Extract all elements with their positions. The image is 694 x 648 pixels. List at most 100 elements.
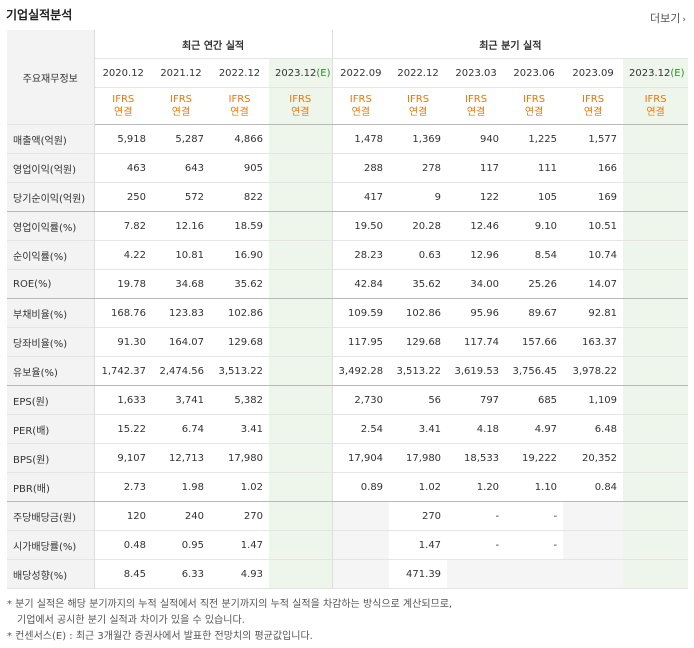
row-label: 배당성향(%): [7, 559, 95, 589]
annual-value: 4,866: [210, 124, 269, 154]
period-label: 2022.12: [218, 67, 261, 79]
quarter-value: 1,109: [563, 385, 624, 415]
table-row: BPS(원) 9,107 12,713 17,980 17,904 17,980 18,53…: [7, 443, 689, 473]
table-row: 영업이익률(%) 7.82 12.16 18.59 19.50 20.28 12.46 9.1…: [7, 211, 689, 241]
quarter-value: 3,492.28: [331, 356, 390, 386]
row-label: 시가배당률(%): [7, 530, 95, 560]
annual-value: 19.78: [94, 269, 152, 299]
annual-value: 9,107: [94, 443, 152, 473]
quarter-value: 1.10: [505, 472, 564, 502]
basis-header: IFRS 연결: [269, 87, 333, 125]
basis-line1: IFRS: [349, 94, 372, 105]
footnote-1: * 분기 실적은 해당 분기까지의 누적 실적에서 직전 분기까지의 누적 실적…: [7, 599, 453, 610]
annual-value: 102.86: [210, 298, 269, 328]
quarter-value: 1,577: [563, 124, 624, 154]
table-row: 당기순이익(억원) 250 572 822 417 9 122 105 169: [7, 182, 689, 212]
quarter-value: -: [447, 501, 506, 531]
quarter-value: 1,369: [389, 124, 448, 154]
annual-value: 463: [94, 153, 152, 183]
period-label: 2021.12: [160, 67, 202, 79]
quarter-value: 28.23: [331, 240, 390, 270]
annual-value: 15.22: [94, 414, 152, 444]
quarter-value: 12.96: [447, 240, 506, 270]
quarter-value: 18,533: [447, 443, 506, 473]
annual-value: 905: [210, 153, 269, 183]
quarter-value: 12.46: [447, 211, 506, 241]
annual-value: 164.07: [152, 327, 210, 357]
table-row: ROE(%) 19.78 34.68 35.62 42.84 35.62 34.00 25.2…: [7, 269, 689, 299]
basis-line1: IFRS: [644, 94, 667, 105]
annual-value: 10.81: [152, 240, 210, 270]
annual-value: 0.48: [94, 530, 152, 560]
row-label: BPS(원): [7, 443, 95, 473]
annual-value: [269, 385, 333, 415]
quarter-value: [623, 298, 689, 328]
row-label: 순이익률(%): [7, 240, 95, 270]
quarter-value: 3,978.22: [563, 356, 624, 386]
annual-value: 1,633: [94, 385, 152, 415]
quarter-value: 3,513.22: [389, 356, 448, 386]
annual-value: [269, 153, 333, 183]
quarter-value: [623, 269, 689, 299]
estimate-mark: (E): [316, 67, 331, 79]
quarter-value: [623, 327, 689, 357]
table-row: PBR(배) 2.73 1.98 1.02 0.89 1.02 1.20 1.10 0.84: [7, 472, 689, 502]
quarter-value: 92.81: [563, 298, 624, 328]
basis-header: IFRS 연결: [505, 87, 564, 125]
basis-line2: 연결: [114, 107, 133, 118]
table-row: 순이익률(%) 4.22 10.81 16.90 28.23 0.63 12.96 8.54 1…: [7, 240, 689, 270]
quarter-value: [563, 559, 624, 589]
more-link[interactable]: 더보기 ›: [650, 10, 686, 26]
annual-value: 129.68: [210, 327, 269, 357]
table-row: 당좌비율(%) 91.30 164.07 129.68 117.95 129.68 117.…: [7, 327, 689, 357]
row-label: PBR(배): [7, 472, 95, 502]
basis-line2: 연결: [351, 107, 370, 118]
annual-value: 123.83: [152, 298, 210, 328]
annual-value: 643: [152, 153, 210, 183]
basis-line1: IFRS: [289, 94, 312, 105]
quarter-value: [331, 530, 390, 560]
quarter-value: 3,756.45: [505, 356, 564, 386]
period-header: 2020.12: [94, 58, 152, 88]
row-label: 매출액(억원): [7, 124, 95, 154]
annual-value: 16.90: [210, 240, 269, 270]
annual-value: 17,980: [210, 443, 269, 473]
quarter-value: 685: [505, 385, 564, 415]
period-label: 2023.12: [275, 67, 317, 79]
annual-value: 91.30: [94, 327, 152, 357]
quarter-value: 4.18: [447, 414, 506, 444]
quarter-value: 117: [447, 153, 506, 183]
row-label: PER(배): [7, 414, 95, 444]
basis-line1: IFRS: [582, 94, 605, 105]
period-label: 2022.09: [340, 67, 382, 79]
period-header-row: 2020.12 2021.12 2022.12 2023.12(E) 2022.09 20…: [7, 58, 689, 88]
basis-line1: IFRS: [170, 94, 192, 105]
quarter-value: 166: [563, 153, 624, 183]
annual-value: 6.33: [152, 559, 210, 589]
basis-line1: IFRS: [465, 94, 488, 105]
quarter-value: 6.48: [563, 414, 624, 444]
basis-line2: 연결: [408, 107, 428, 118]
row-label: EPS(원): [7, 385, 95, 415]
quarter-group-header: 최근 분기 실적: [331, 30, 689, 59]
quarter-value: [623, 501, 689, 531]
annual-value: 3,513.22: [210, 356, 269, 386]
basis-header: IFRS 연결: [389, 87, 448, 125]
section-title: 기업실적분석: [6, 8, 73, 22]
quarter-value: 109.59: [331, 298, 390, 328]
quarter-value: 4.97: [505, 414, 564, 444]
quarter-value: 14.07: [563, 269, 624, 299]
period-header: 2023.06: [505, 58, 564, 88]
table-body: 매출액(억원) 5,918 5,287 4,866 1,478 1,369 940 1,225…: [7, 124, 689, 589]
annual-value: 12.16: [152, 211, 210, 241]
annual-value: 120: [94, 501, 152, 531]
annual-value: 572: [152, 182, 210, 212]
basis-line2: 연결: [230, 107, 249, 118]
annual-value: 5,287: [152, 124, 210, 154]
period-header: 2023.12(E): [269, 58, 333, 88]
basis-header: IFRS 연결: [447, 87, 506, 125]
quarter-value: 2.54: [331, 414, 390, 444]
period-header: 2023.09: [563, 58, 624, 88]
quarter-value: -: [447, 530, 506, 560]
annual-value: [269, 501, 333, 531]
